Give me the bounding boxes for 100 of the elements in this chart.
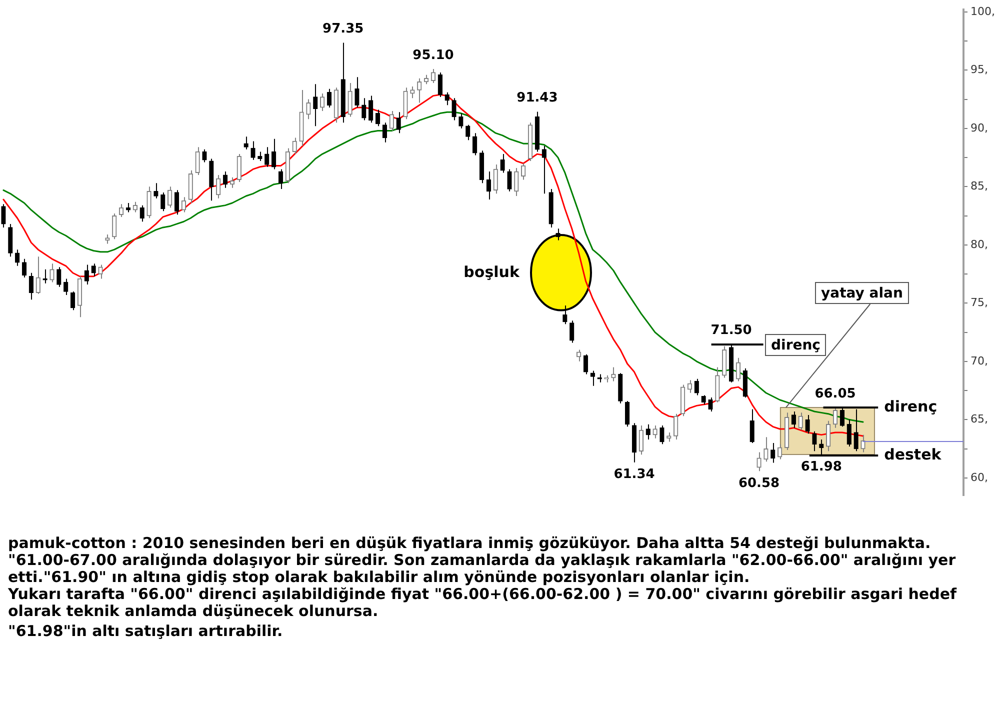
candlestick — [98, 264, 103, 280]
candlestick — [105, 234, 110, 244]
ref-line-label: direnç — [771, 338, 820, 354]
candlestick — [354, 76, 360, 108]
candlestick — [826, 420, 831, 452]
candlestick — [701, 394, 706, 406]
candlestick — [750, 408, 754, 444]
candlestick — [777, 444, 782, 460]
text: "61.98"in altı satışları artırabilir. — [8, 622, 284, 640]
candlestick — [292, 137, 297, 155]
candlestick — [320, 92, 325, 112]
candlestick — [805, 414, 810, 434]
candlestick — [160, 192, 166, 212]
candlestick — [521, 162, 526, 180]
text: pamuk-cotton : 2010 senesinden beri en düşük fiyatlara inmiş gözüküyor. Daha altta 54 desteği bulunmakta. "61.00-67.00 aralığında dolaşıyor bir süredir. Son zamanlarda da yaklaşık rakamlarla "62.00-66.00" aralığını yer etti."61.90" ın altına gidiş stop olarak bakılabilir alım yönünde pozisyonları olanlar için. — [8, 534, 957, 586]
y-tick-label: 85, — [970, 180, 988, 193]
candlestick — [84, 264, 89, 286]
y-tick-label: 90, — [970, 121, 988, 134]
candlestick — [250, 140, 256, 160]
candlestick — [64, 278, 68, 296]
candlestick — [382, 122, 388, 143]
candlestick — [118, 204, 124, 218]
candlestick — [472, 132, 478, 156]
candlestick — [542, 145, 546, 194]
y-tick-label: 80, — [970, 238, 988, 251]
candlestick — [452, 98, 456, 121]
y-tick-label: 65, — [970, 412, 988, 426]
candlestick — [258, 151, 262, 162]
text: Yukarı tarafta "66.00" direnci aşılabildiğinde fiyat "66.00+(66.00-62.00 ) = 70.00" civarını görebilir asgari hedef olarak teknik anlamda düşünecek olunursa. — [8, 585, 958, 620]
candlestick — [764, 436, 768, 462]
candlestick — [687, 380, 692, 394]
candlestick — [306, 98, 311, 120]
candlestick — [458, 112, 464, 129]
candlestick — [22, 258, 27, 278]
candlestick — [389, 110, 394, 132]
candlestick — [430, 68, 436, 84]
candlestick — [36, 256, 40, 294]
candlestick — [56, 266, 62, 288]
candlestick — [396, 112, 401, 134]
candlestick — [846, 419, 852, 447]
candlestick — [562, 305, 568, 325]
candlestick — [660, 425, 664, 445]
candlestick — [832, 406, 838, 428]
candlestick — [195, 146, 200, 176]
candlestick — [154, 182, 158, 199]
candlestick — [514, 168, 519, 196]
candlestick — [583, 354, 588, 375]
annotation: 61.34 — [614, 467, 655, 482]
band-label: yatay alan — [821, 286, 903, 302]
candlestick — [444, 92, 450, 106]
candlestick — [271, 138, 276, 170]
candlestick — [236, 154, 242, 183]
candlestick — [646, 424, 650, 440]
candlestick — [91, 263, 96, 277]
candlestick — [507, 168, 512, 192]
candlestick — [28, 272, 34, 300]
candlestick — [50, 263, 54, 283]
candlestick — [611, 366, 616, 382]
candlestick — [666, 432, 672, 442]
candlestick — [466, 124, 470, 141]
candlestick — [798, 412, 803, 431]
candlestick — [368, 95, 374, 124]
candlestick — [132, 201, 138, 213]
candlestick — [493, 164, 498, 194]
y-tick-label: 95, — [970, 63, 988, 76]
annotation: 97.35 — [322, 22, 364, 37]
candlestick — [590, 370, 595, 386]
candlestick — [126, 202, 131, 213]
candlestick — [674, 413, 678, 440]
y-tick-label: 60, — [970, 470, 988, 484]
annotation: 61.98 — [800, 460, 842, 475]
candlestick — [313, 84, 318, 127]
candlestick — [486, 171, 492, 200]
ref-line-label: direnç — [884, 397, 938, 416]
candlestick — [812, 430, 817, 452]
annotation: boşluk — [464, 262, 520, 281]
y-tick-label: 100, — [970, 4, 996, 18]
candlestick — [624, 400, 630, 428]
candlestick — [556, 228, 560, 241]
annotation: 66.05 — [814, 386, 856, 402]
candlestick — [348, 82, 352, 118]
candlestick — [1, 204, 6, 228]
candlestick — [181, 196, 186, 213]
ref-line-label: destek — [884, 445, 942, 464]
annotation: 71.50 — [710, 322, 752, 338]
candlestick — [140, 204, 144, 222]
candlestick — [652, 425, 658, 439]
candlestick — [570, 320, 574, 344]
candlestick — [417, 78, 422, 104]
candlestick — [216, 174, 221, 199]
candlestick — [222, 171, 228, 188]
candlestick — [736, 357, 741, 382]
annotation: 95.10 — [412, 48, 454, 63]
candlestick — [860, 434, 866, 453]
candlestick — [694, 378, 699, 396]
candlestick — [791, 411, 796, 428]
candlestick — [146, 186, 152, 219]
candlestick — [770, 442, 776, 464]
candlestick — [438, 72, 442, 98]
candlestick — [410, 86, 415, 99]
